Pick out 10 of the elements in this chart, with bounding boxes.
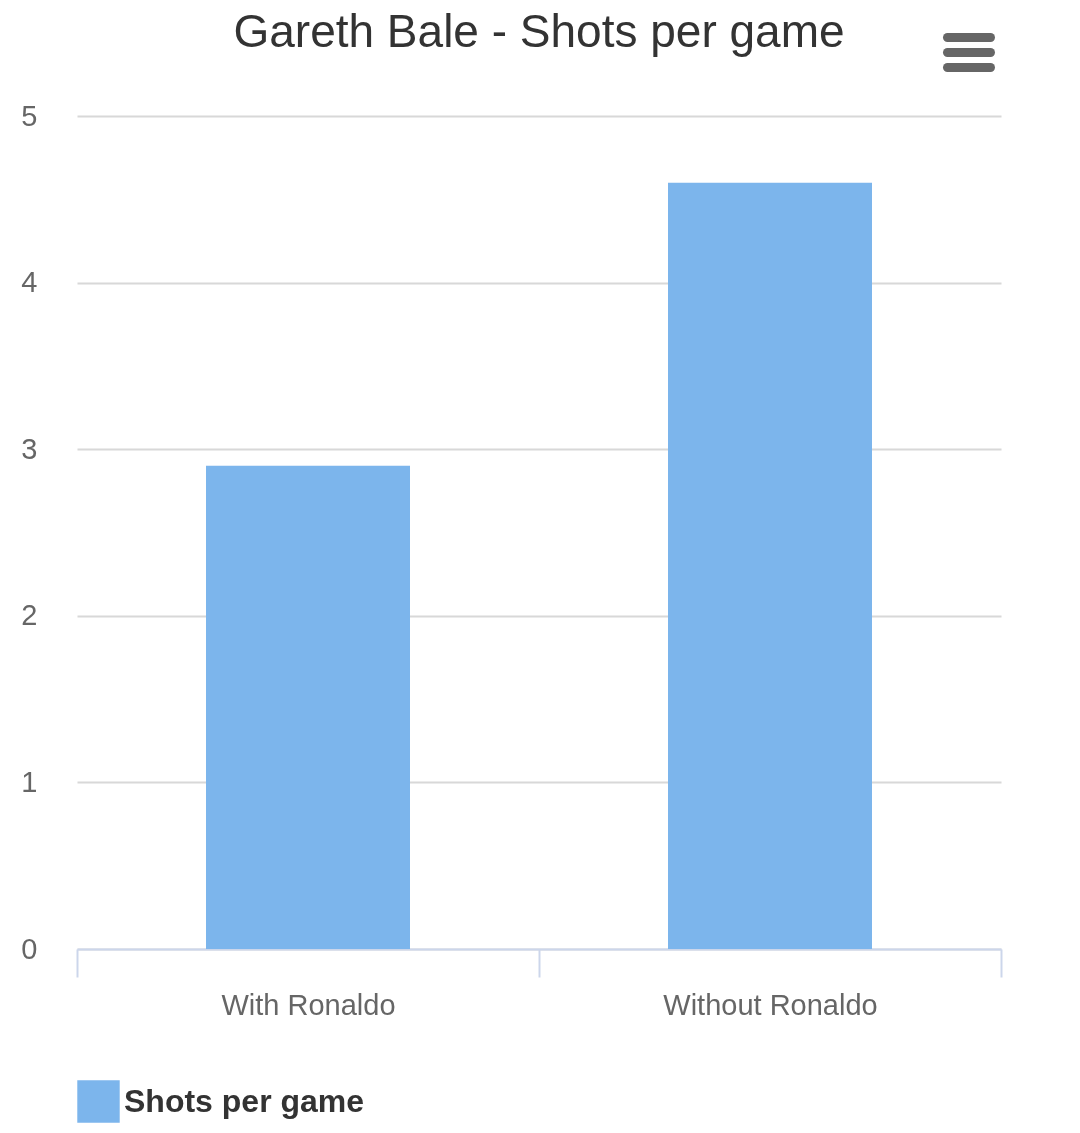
y-tick-label: 2 (21, 599, 38, 632)
y-tick-label: 4 (21, 266, 38, 299)
y-tick-label: 0 (21, 932, 38, 965)
x-tick-label: Without Ronaldo (663, 988, 878, 1021)
y-tick-label: 1 (21, 765, 38, 798)
legend-label: Shots per game (124, 1082, 365, 1119)
y-tick-label: 5 (21, 99, 38, 132)
y-tick-label: 3 (21, 432, 38, 465)
chart-title: Gareth Bale - Shots per game (233, 5, 845, 57)
x-tick-label: With Ronaldo (221, 988, 396, 1021)
